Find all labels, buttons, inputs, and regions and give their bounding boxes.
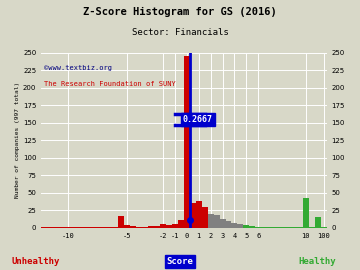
Bar	[59, 227, 65, 228]
Bar	[65, 227, 71, 228]
Bar	[118, 216, 125, 228]
Text: Unhealthy: Unhealthy	[12, 257, 60, 266]
Text: Score: Score	[167, 257, 193, 266]
Bar	[213, 215, 220, 228]
Bar	[249, 226, 255, 228]
Bar	[148, 226, 154, 228]
Bar	[315, 217, 321, 228]
Bar	[89, 227, 95, 228]
Text: Healthy: Healthy	[298, 257, 336, 266]
Bar	[285, 227, 291, 228]
Text: ©www.textbiz.org: ©www.textbiz.org	[44, 65, 112, 71]
Bar	[166, 225, 172, 228]
Bar	[220, 219, 225, 228]
Bar	[172, 224, 178, 228]
Bar	[71, 227, 77, 228]
Bar	[113, 227, 118, 228]
Bar	[41, 227, 47, 228]
Bar	[184, 56, 190, 228]
Y-axis label: Number of companies (997 total): Number of companies (997 total)	[15, 82, 20, 198]
Bar	[160, 224, 166, 228]
Bar	[261, 227, 267, 228]
Bar	[321, 227, 327, 228]
Bar	[77, 227, 83, 228]
Bar	[202, 207, 208, 228]
Bar	[243, 225, 249, 228]
Bar	[95, 227, 100, 228]
Bar	[53, 227, 59, 228]
Bar	[267, 227, 273, 228]
Text: 0.2667: 0.2667	[183, 115, 213, 124]
Text: Z-Score Histogram for GS (2016): Z-Score Histogram for GS (2016)	[83, 7, 277, 17]
Text: Sector: Financials: Sector: Financials	[132, 28, 228, 37]
Bar	[303, 198, 309, 228]
Bar	[279, 227, 285, 228]
Bar	[125, 225, 130, 228]
Bar	[291, 227, 297, 228]
Bar	[100, 227, 107, 228]
Bar	[255, 227, 261, 228]
Bar	[47, 227, 53, 228]
Bar	[208, 214, 213, 228]
Bar	[309, 227, 315, 228]
Bar	[136, 227, 142, 228]
Bar	[297, 227, 303, 228]
Bar	[83, 227, 89, 228]
Bar	[107, 227, 113, 228]
Bar	[154, 226, 160, 228]
Bar	[273, 227, 279, 228]
Bar	[238, 224, 243, 228]
Bar	[231, 223, 238, 228]
Bar	[225, 221, 231, 228]
Bar	[178, 220, 184, 228]
Text: The Research Foundation of SUNY: The Research Foundation of SUNY	[44, 81, 176, 87]
Bar	[190, 203, 196, 228]
Bar	[196, 201, 202, 228]
Bar	[130, 226, 136, 228]
Bar	[142, 227, 148, 228]
